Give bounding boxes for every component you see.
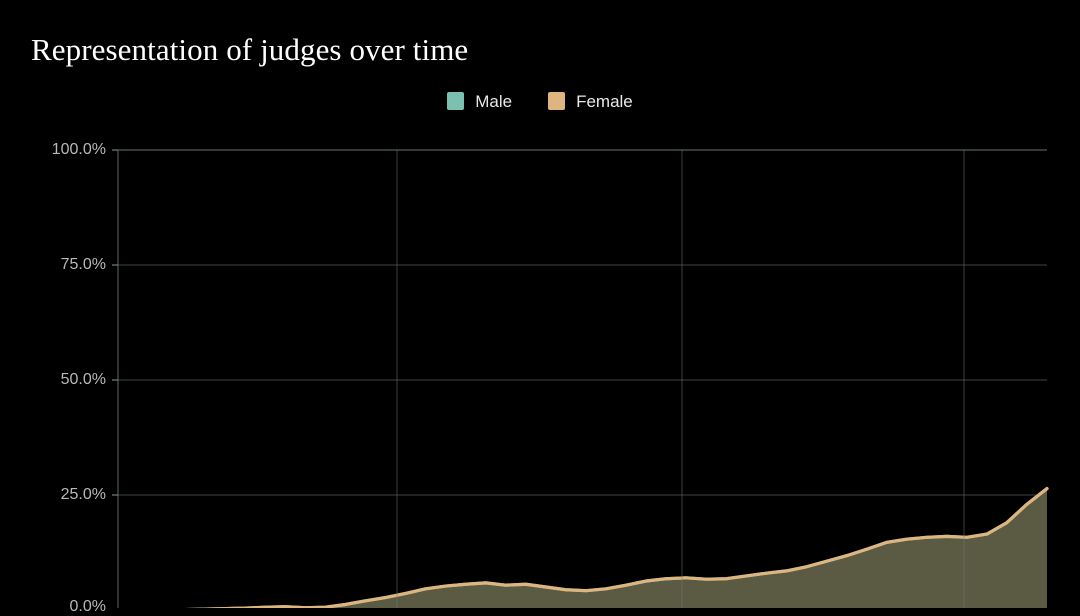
ytick-label-75: 75.0% (60, 256, 106, 273)
ytick-label-25: 25.0% (60, 486, 106, 503)
female-area (248, 488, 1047, 608)
female-line (182, 486, 1049, 608)
ytick-label-50: 50.0% (60, 371, 106, 388)
page-title: Representation of judges over time (31, 32, 469, 67)
ytick-label-100: 100.0% (51, 141, 106, 158)
